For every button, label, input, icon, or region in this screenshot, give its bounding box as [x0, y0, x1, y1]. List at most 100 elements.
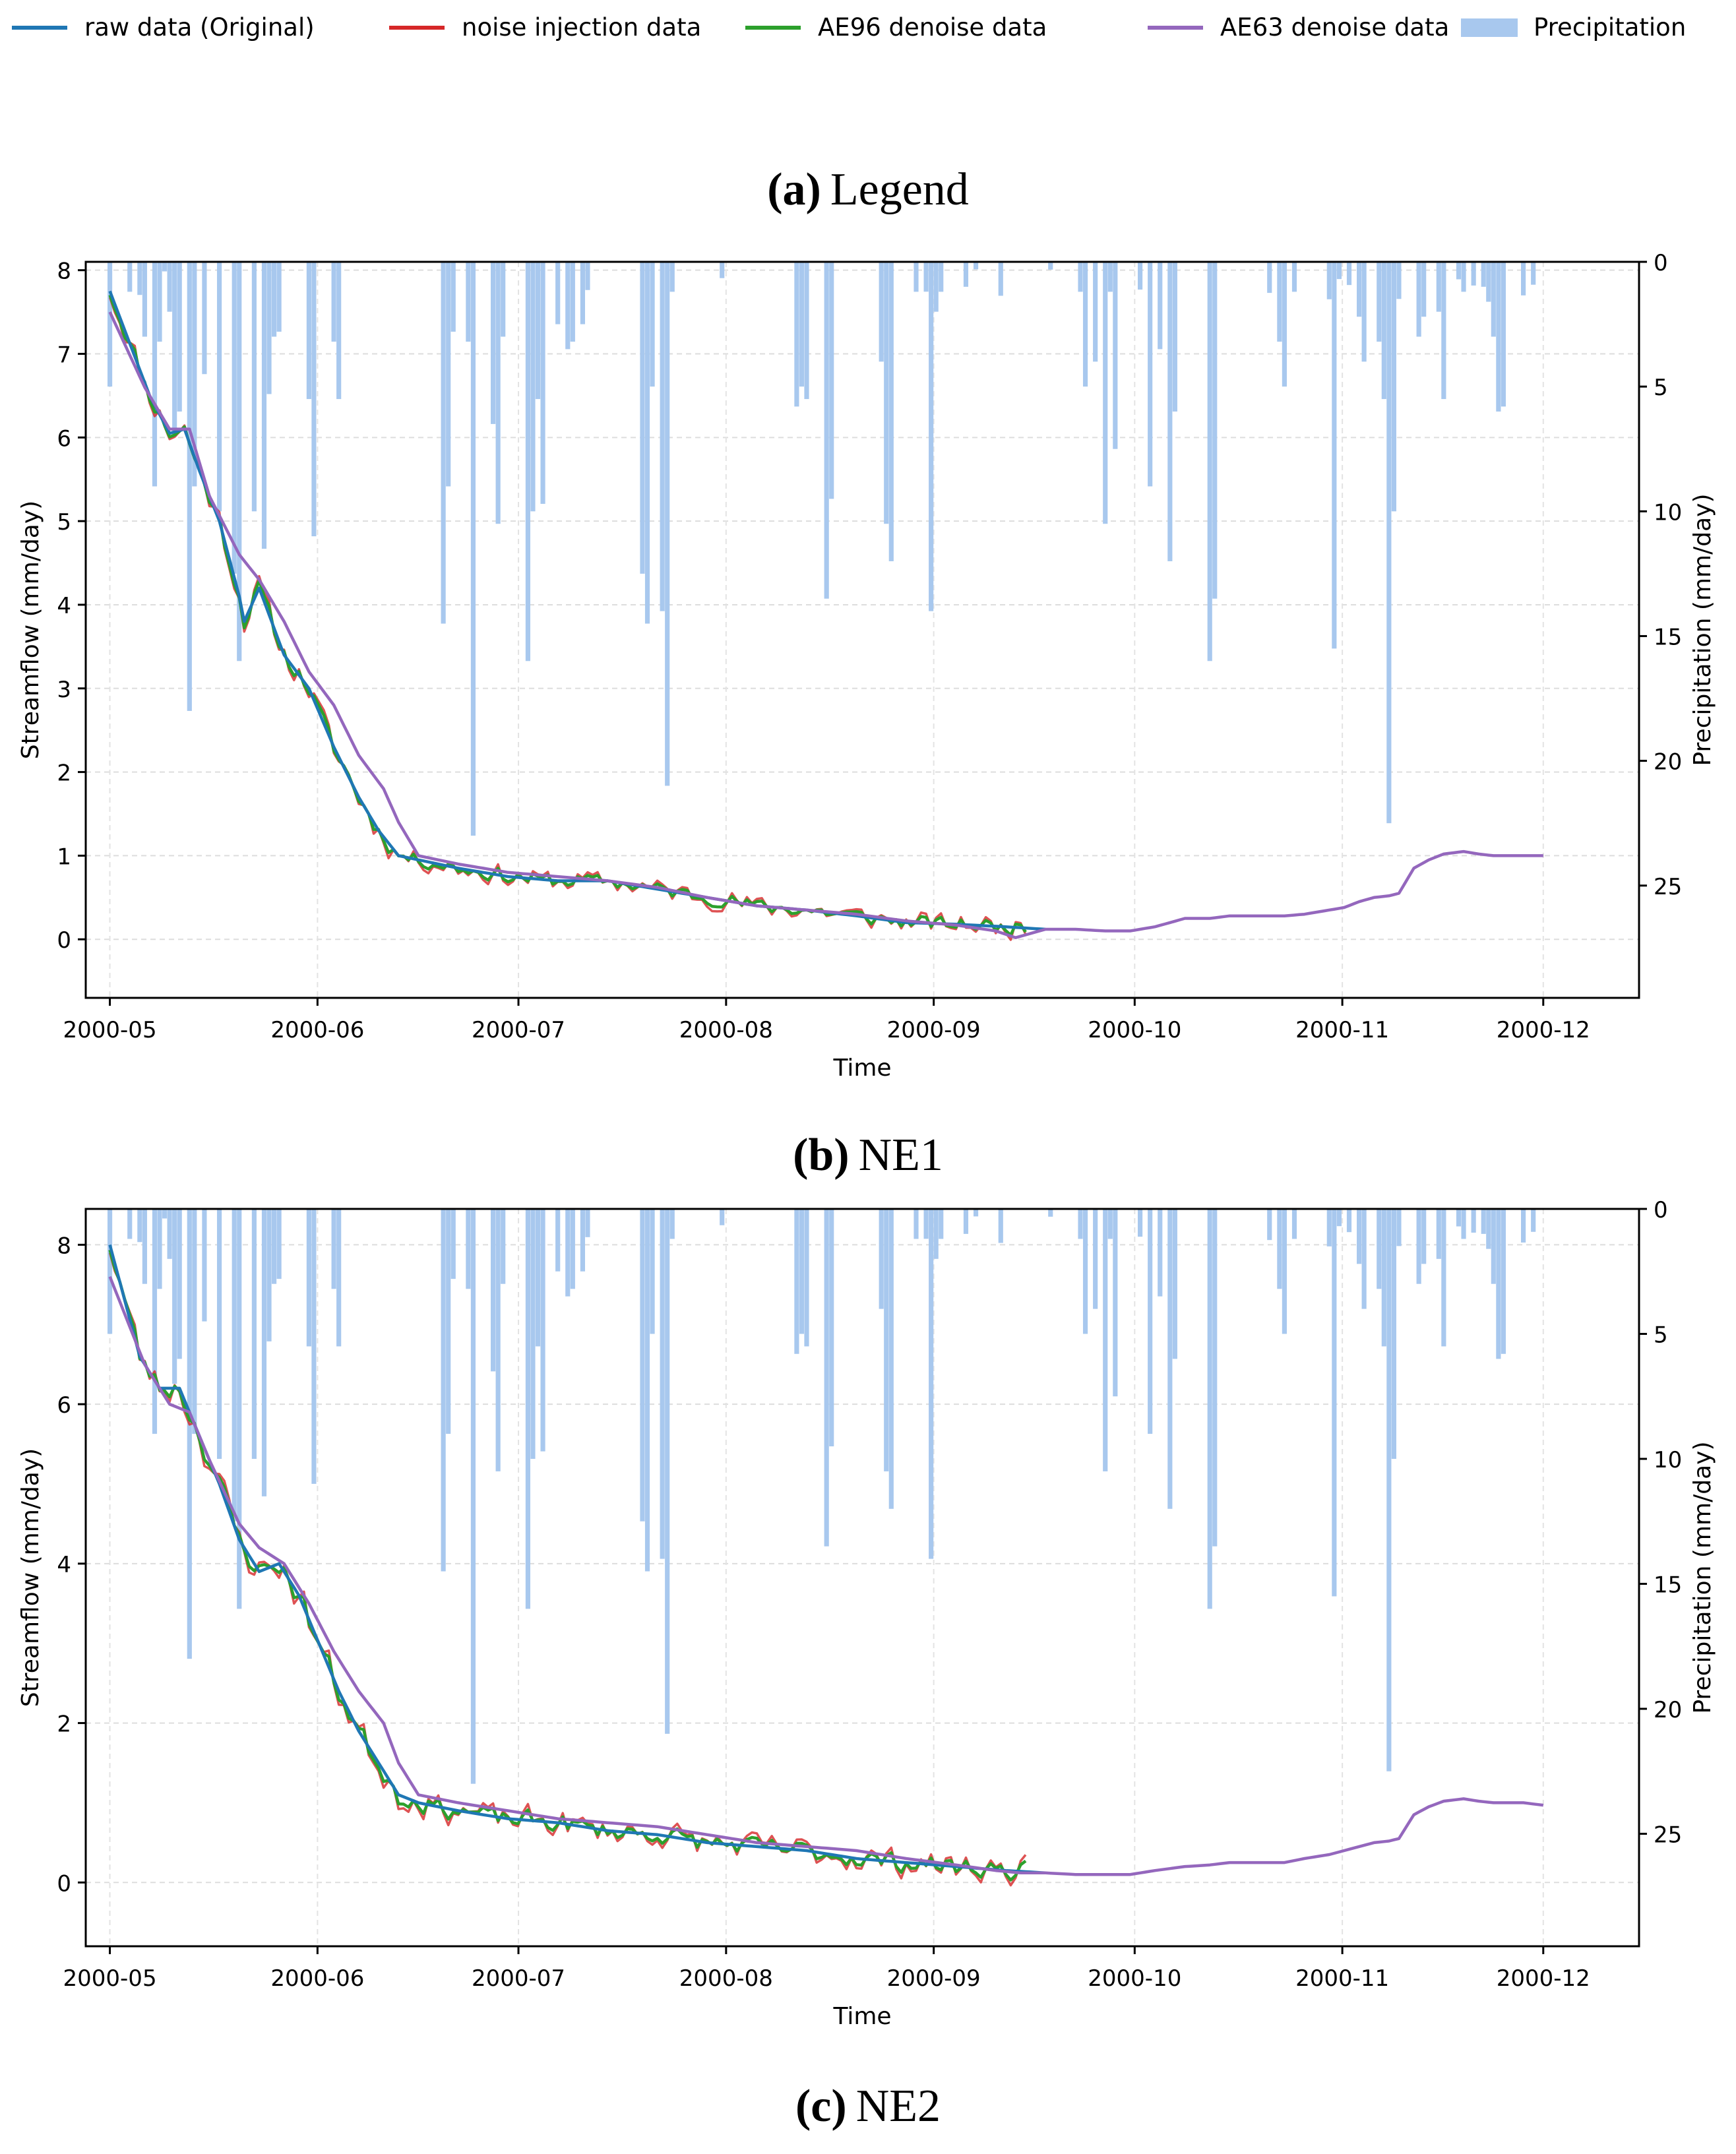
precip-bar [939, 1209, 944, 1239]
precip-bar [1491, 262, 1496, 337]
precip-bar [660, 1209, 665, 1559]
y2-tick-label: 10 [1654, 499, 1682, 526]
y2-axis-label: Precipitation (mm/day) [1689, 1441, 1716, 1713]
precip-bar [202, 262, 207, 375]
x-tick-label: 2000-12 [1497, 1965, 1590, 1992]
precip-bar [177, 1209, 182, 1359]
legend-label: AE96 denoise data [818, 13, 1047, 42]
precip-bar [973, 1209, 979, 1217]
precip-bar [306, 262, 311, 400]
precip-bar [261, 1209, 267, 1496]
precip-bar [192, 262, 197, 487]
precip-bar [535, 262, 541, 400]
precip-bar [1416, 262, 1421, 337]
precip-bar [555, 1209, 561, 1272]
series-ae63-line [108, 311, 1543, 939]
precip-bar [580, 262, 586, 324]
precip-bar [167, 262, 172, 312]
precip-bar [331, 262, 336, 342]
precip-bar [1436, 1209, 1441, 1259]
precip-bar [276, 262, 282, 332]
precip-bar [1456, 1209, 1462, 1227]
x-tick-label: 2000-11 [1295, 1965, 1389, 1992]
y2-tick-label: 0 [1654, 250, 1668, 276]
precip-bar [1346, 262, 1352, 286]
y2-tick-label: 20 [1654, 749, 1682, 776]
chart-ne1: 0 1 2 3 4 5 6 7 8 0 5 10 15 20 25 2000-05 2000-06 2000-07… [17, 250, 1716, 1082]
precip-bar [933, 262, 939, 312]
precip-bar [1277, 1209, 1282, 1289]
precip-bar [162, 262, 168, 272]
precip-bar [266, 1209, 272, 1341]
series-raw-line [108, 1244, 1046, 1875]
x-tick-label: 2000-05 [63, 1965, 157, 1992]
x-tick-label: 2000-09 [887, 1965, 981, 1992]
precip-bar [669, 262, 675, 292]
precip-bar [1167, 262, 1173, 561]
precip-bar [187, 1209, 192, 1659]
precip-bar [794, 262, 799, 407]
precip-bar [565, 1209, 571, 1297]
precip-bar [879, 1209, 884, 1309]
legend-label: raw data (Original) [84, 13, 315, 42]
y2-tick-label: 5 [1654, 375, 1668, 401]
precip-bar [530, 1209, 536, 1459]
precip-bar [251, 262, 257, 512]
precip-bar [232, 262, 237, 574]
precip-bar [266, 262, 272, 394]
precip-bar [1282, 1209, 1287, 1334]
precip-bar [1531, 262, 1536, 285]
precip-bar [441, 262, 446, 624]
precip-bar [1291, 262, 1297, 292]
precip-bar [216, 1209, 222, 1459]
precip-bar [1093, 262, 1098, 362]
precip-bar [1361, 1209, 1367, 1309]
precip-bar [1421, 262, 1427, 317]
precip-bar [137, 262, 142, 295]
precip-bar [1501, 1209, 1506, 1354]
y2-tick-label: 5 [1654, 1322, 1668, 1348]
precip-bar [570, 262, 575, 342]
precip-bar [152, 262, 158, 487]
precip-bar [1461, 262, 1466, 292]
precip-bar [1416, 1209, 1421, 1284]
precip-bar [914, 1209, 919, 1239]
precip-bar [829, 262, 834, 499]
precip-bar [192, 1209, 197, 1434]
y-tick-label: 3 [57, 677, 71, 703]
precip-bar [107, 1209, 113, 1334]
precip-bar [306, 1209, 311, 1347]
precip-bar [998, 262, 1003, 296]
precip-bar [1158, 1209, 1163, 1297]
y2-tick-label: 25 [1654, 1822, 1682, 1848]
caption-c: (c) NE2 [795, 2081, 941, 2132]
y2-tick-label: 0 [1654, 1197, 1668, 1223]
precip-bar [804, 262, 809, 400]
precip-bar [1346, 1209, 1352, 1233]
legend-item: Precipitation [1461, 13, 1686, 42]
precip-bar [1461, 1209, 1466, 1239]
precip-bar [963, 1209, 969, 1234]
precip-bar [1381, 262, 1386, 400]
precip-bar [665, 262, 670, 786]
precip-bar [1386, 1209, 1392, 1771]
precip-bar [1386, 262, 1392, 824]
legend-item: noise injection data [389, 13, 701, 42]
x-tick-label: 2000-05 [63, 1017, 157, 1043]
x-tick-label: 2000-07 [472, 1965, 565, 1992]
precip-bar [1471, 1209, 1476, 1233]
precip-bar [1326, 1209, 1332, 1246]
precip-bar [495, 262, 501, 524]
precip-bar [1172, 262, 1177, 412]
precip-bar [923, 1209, 929, 1239]
precip-bar [1436, 262, 1441, 312]
precip-bar [1113, 262, 1118, 449]
x-tick-label: 2000-07 [472, 1017, 565, 1043]
precip-bar [1148, 262, 1153, 487]
precip-bar [177, 262, 182, 412]
precip-bar [644, 1209, 650, 1572]
precip-bar [1356, 1209, 1362, 1264]
precip-bar [446, 262, 451, 487]
precip-bar [1521, 262, 1526, 295]
